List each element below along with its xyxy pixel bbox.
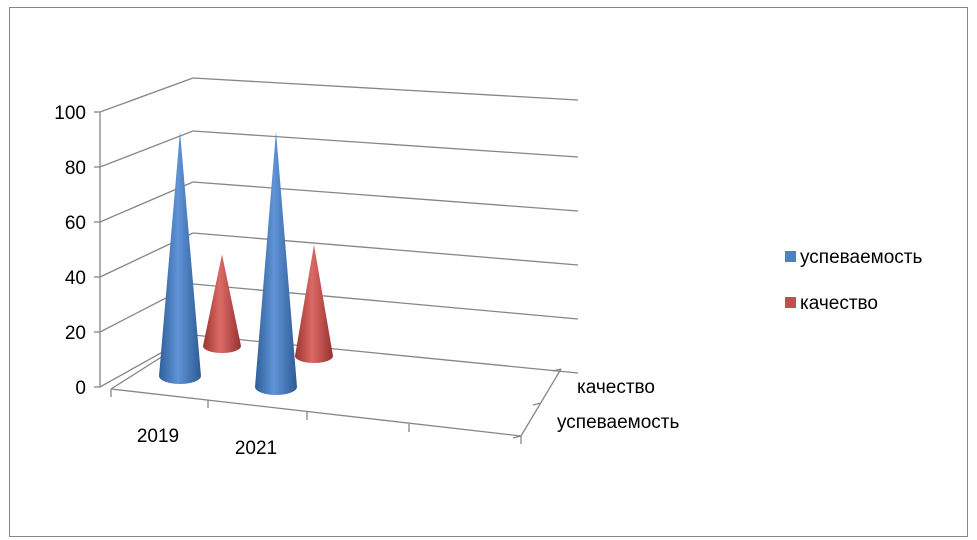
side-gridline-80 — [99, 130, 194, 168]
gridline-60 — [192, 181, 579, 212]
x-axis-front — [110, 388, 522, 437]
cones — [159, 131, 333, 395]
cone-качество-2019 — [203, 254, 241, 353]
y-tick-label: 20 — [65, 323, 86, 344]
depth-tick-0 — [512, 435, 522, 439]
x-tick-label-2021: 2021 — [235, 438, 277, 459]
x-tick-labels: 2019 2021 — [137, 426, 277, 459]
y-tick-label: 60 — [65, 213, 86, 234]
depth-label-kachestvo: качество — [577, 377, 655, 398]
x-tick-label-2019: 2019 — [137, 426, 179, 447]
legend-swatch-kachestvo — [785, 297, 796, 308]
side-gridline-100 — [99, 77, 194, 113]
gridlines — [99, 77, 579, 388]
cone-качество-2021 — [295, 244, 333, 363]
gridline-20 — [192, 283, 579, 320]
legend-swatch-uspevaemost — [785, 251, 796, 262]
depth-tick-1 — [532, 402, 542, 406]
cone-успеваемость-2021 — [255, 131, 297, 395]
cone-успеваемость-2019 — [159, 131, 201, 384]
depth-tick-labels: качество успеваемость — [557, 377, 679, 433]
legend-label-kachestvo: качество — [800, 293, 878, 314]
y-tick-label: 100 — [54, 103, 86, 124]
depth-axis — [520, 368, 562, 437]
y-tick-label: 0 — [75, 378, 86, 399]
gridline-40 — [192, 232, 579, 266]
y-tick-labels: 0 20 40 60 80 100 — [54, 103, 86, 399]
y-tick-label: 80 — [65, 158, 86, 179]
y-tick-label: 40 — [65, 268, 86, 289]
chart-area: 0 20 40 60 80 100 2019 2021 качество усп… — [9, 7, 968, 537]
legend: успеваемость качество — [785, 247, 922, 314]
axes — [94, 111, 562, 444]
gridline-80 — [192, 130, 579, 158]
depth-label-uspevaemost: успеваемость — [557, 412, 679, 433]
depth-tick-2 — [552, 368, 562, 372]
gridline-0 — [192, 334, 579, 374]
gridline-100 — [192, 77, 579, 101]
legend-label-uspevaemost: успеваемость — [800, 247, 922, 268]
